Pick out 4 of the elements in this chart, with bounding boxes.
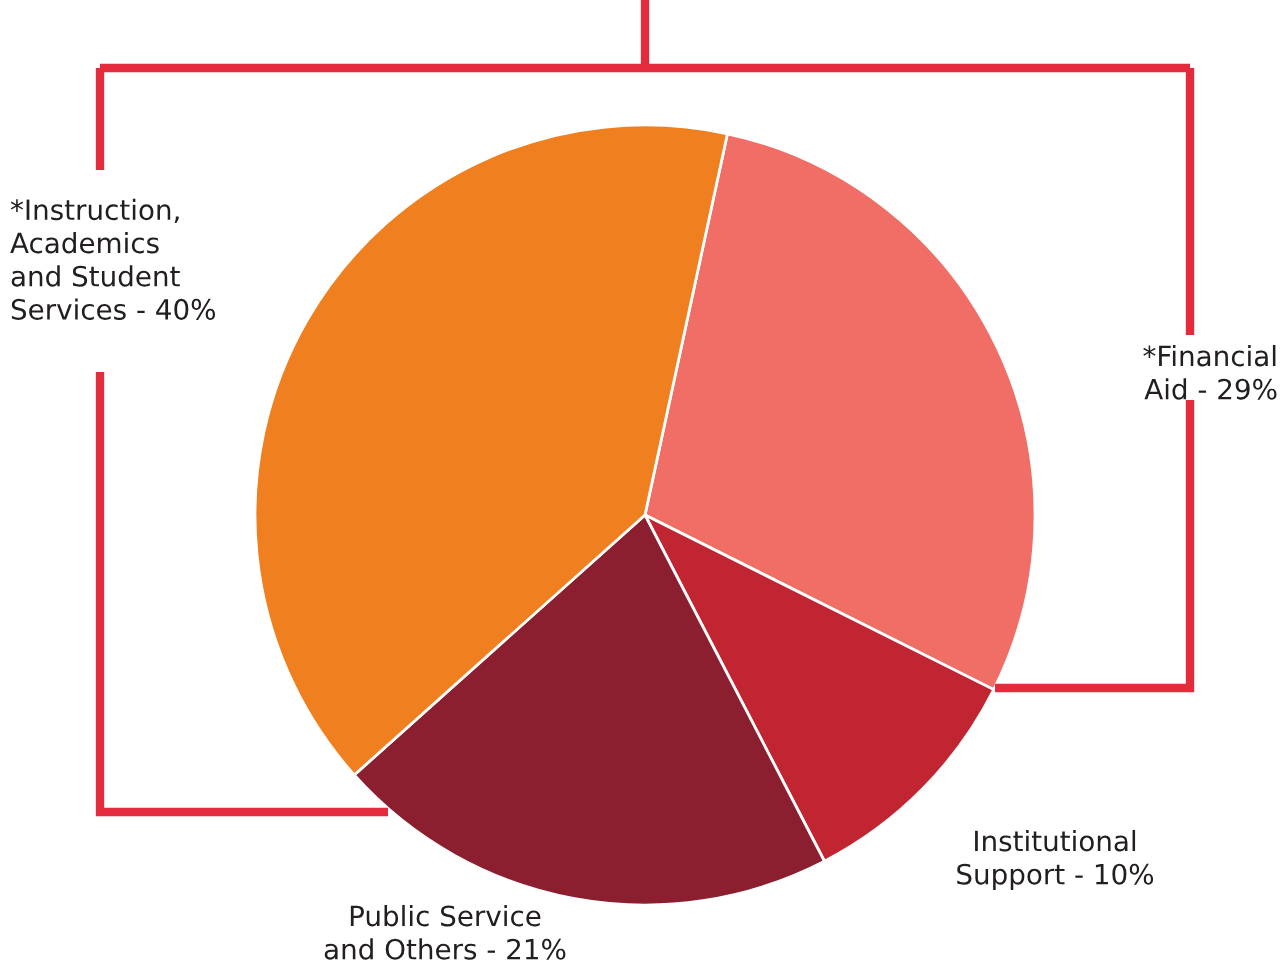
slice-label: *Instruction, Academics and Student Services - 40%	[10, 198, 216, 320]
slice-label: *Financial Aid - 29%	[1143, 344, 1277, 400]
slice-label: Institutional Support - 10%	[957, 829, 1154, 891]
slice-label: Public Service and Others - 21%	[324, 904, 566, 960]
